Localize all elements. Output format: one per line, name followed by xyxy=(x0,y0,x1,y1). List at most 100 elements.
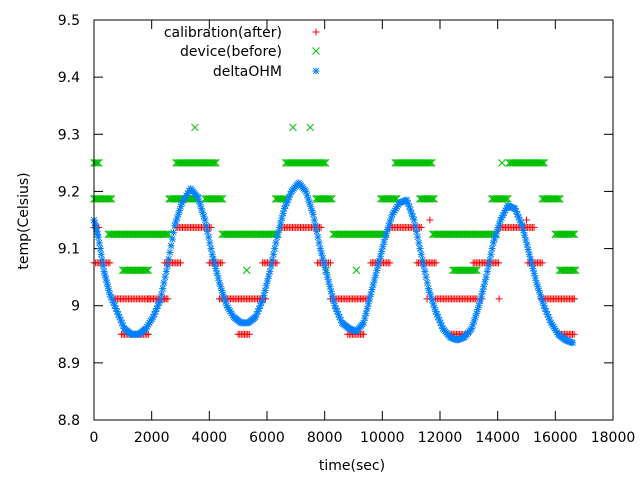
y-tick-label: 9.2 xyxy=(58,184,80,200)
data-point xyxy=(412,227,420,235)
data-point xyxy=(218,195,227,203)
data-point xyxy=(554,195,563,203)
data-point xyxy=(405,203,413,211)
data-point xyxy=(274,228,282,236)
data-point xyxy=(266,267,274,275)
data-point xyxy=(159,285,167,293)
data-point xyxy=(260,291,268,299)
data-point xyxy=(361,314,369,322)
data-point xyxy=(424,159,433,167)
data-point xyxy=(525,250,533,258)
legend-label-device: device(before) xyxy=(180,44,282,60)
data-point xyxy=(322,268,330,276)
series-deltaOHM xyxy=(90,179,577,347)
plot-data xyxy=(90,123,580,347)
data-point xyxy=(500,195,509,203)
y-tick-label: 9.3 xyxy=(58,127,80,143)
data-point xyxy=(219,290,227,298)
data-point xyxy=(483,267,491,275)
data-point xyxy=(217,283,225,291)
x-tick-label: 6000 xyxy=(249,430,285,446)
data-point xyxy=(379,243,387,251)
data-point xyxy=(328,292,336,300)
data-point xyxy=(421,267,429,275)
data-point xyxy=(482,273,490,281)
data-point xyxy=(215,195,224,203)
data-point xyxy=(326,283,334,291)
data-point xyxy=(142,266,151,275)
data-point xyxy=(539,298,547,306)
data-point xyxy=(386,259,394,267)
legend-symbol xyxy=(312,67,320,75)
data-point xyxy=(195,197,203,205)
data-point xyxy=(360,330,368,338)
data-point xyxy=(312,222,320,230)
data-point xyxy=(479,287,487,295)
data-point xyxy=(570,330,578,338)
data-point xyxy=(426,216,434,224)
data-point xyxy=(94,159,103,167)
data-point xyxy=(502,195,511,203)
data-point xyxy=(486,256,494,264)
y-tick-label: 8.9 xyxy=(58,356,80,372)
data-point xyxy=(141,266,149,275)
data-point xyxy=(427,159,436,167)
data-point xyxy=(275,224,283,232)
data-point xyxy=(423,295,431,303)
data-point xyxy=(423,279,431,287)
data-point xyxy=(480,283,488,291)
data-point xyxy=(271,245,279,253)
data-point xyxy=(326,259,334,267)
plot-frame xyxy=(93,19,614,421)
data-point xyxy=(208,250,216,258)
data-point xyxy=(389,195,398,203)
data-point xyxy=(173,214,181,222)
x-tick-label: 4000 xyxy=(192,430,228,446)
data-point xyxy=(206,239,214,247)
data-point xyxy=(376,252,384,260)
data-point xyxy=(278,195,286,203)
data-point xyxy=(475,302,483,310)
data-point xyxy=(373,266,381,274)
data-point xyxy=(310,216,318,224)
data-point xyxy=(477,292,485,300)
data-point xyxy=(417,223,425,231)
data-point xyxy=(569,339,577,347)
data-point xyxy=(430,195,438,203)
data-point xyxy=(98,256,106,264)
x-tick-label: 0 xyxy=(90,430,99,446)
axis-ticks: 0 2000 4000 6000 8000 10000 12000 14000 16000 180… xyxy=(58,13,636,446)
data-point xyxy=(428,296,436,304)
data-point xyxy=(471,266,480,275)
data-point xyxy=(552,195,561,203)
data-point xyxy=(411,222,419,230)
data-point xyxy=(279,209,287,217)
data-point xyxy=(314,233,322,241)
data-point xyxy=(156,296,164,304)
data-point xyxy=(570,230,579,239)
data-point xyxy=(203,227,211,235)
y-tick-label: 9.5 xyxy=(58,13,80,29)
series-device(before) xyxy=(90,123,580,275)
data-point xyxy=(570,266,578,275)
data-point xyxy=(368,286,376,294)
x-tick-label: 12000 xyxy=(418,430,463,446)
x-axis-label: time(sec) xyxy=(319,458,385,474)
data-point xyxy=(196,201,204,209)
data-point xyxy=(328,195,336,203)
data-point xyxy=(218,259,226,267)
data-point xyxy=(242,266,251,275)
data-point xyxy=(369,281,377,289)
data-point xyxy=(324,195,333,203)
data-point xyxy=(202,222,210,230)
legend-label-deltaohm: deltaOHM xyxy=(213,64,282,80)
data-point xyxy=(161,295,169,303)
data-point xyxy=(489,239,497,247)
data-point xyxy=(538,259,546,267)
data-point xyxy=(414,233,422,241)
data-point xyxy=(487,250,495,258)
data-point xyxy=(214,274,222,282)
data-point xyxy=(272,239,280,247)
data-point xyxy=(530,269,538,277)
data-point xyxy=(177,203,185,211)
